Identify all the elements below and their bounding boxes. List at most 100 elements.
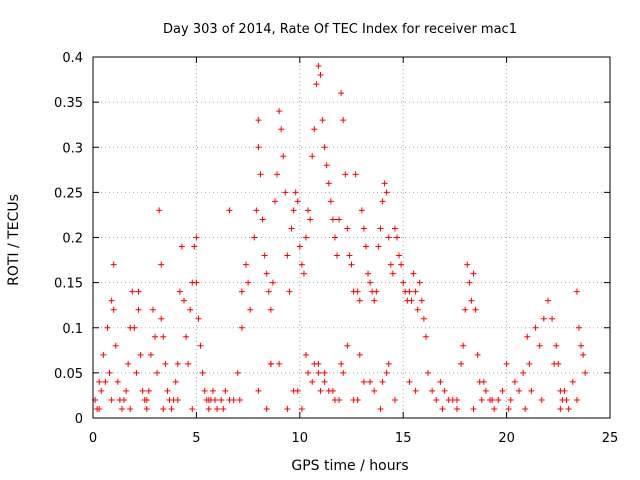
data-point xyxy=(297,244,303,250)
data-point xyxy=(336,216,342,222)
data-point xyxy=(107,370,113,376)
data-point xyxy=(328,198,334,204)
data-point xyxy=(264,271,270,277)
data-point xyxy=(299,262,305,268)
data-point xyxy=(237,397,243,403)
y-axis-label: ROTI / TECUs xyxy=(6,194,22,286)
data-point xyxy=(156,207,162,213)
data-point xyxy=(140,388,146,394)
data-point xyxy=(433,397,439,403)
data-point xyxy=(423,334,429,340)
data-point xyxy=(357,298,363,304)
data-point xyxy=(293,189,299,195)
data-point xyxy=(135,289,141,295)
data-point xyxy=(193,235,199,241)
data-point xyxy=(570,379,576,385)
data-point xyxy=(270,280,276,286)
data-point xyxy=(384,189,390,195)
data-point xyxy=(533,325,539,331)
data-point xyxy=(119,406,125,412)
data-point xyxy=(301,271,307,277)
x-axis-label: GPS time / hours xyxy=(291,458,408,474)
data-point xyxy=(195,316,201,322)
data-point xyxy=(574,289,580,295)
y-tick-label: 0.3 xyxy=(62,141,83,156)
data-point xyxy=(576,325,582,331)
data-point xyxy=(324,162,330,168)
data-point xyxy=(102,379,108,385)
data-point xyxy=(355,397,361,403)
data-point xyxy=(499,388,505,394)
data-point xyxy=(408,298,414,304)
data-point xyxy=(361,225,367,231)
data-point xyxy=(471,406,477,412)
data-point xyxy=(417,280,423,286)
data-point xyxy=(235,370,241,376)
data-point xyxy=(138,352,144,358)
data-point xyxy=(539,397,545,403)
data-point xyxy=(386,235,392,241)
data-point xyxy=(384,370,390,376)
data-point xyxy=(419,298,425,304)
data-point xyxy=(392,225,398,231)
data-point xyxy=(315,370,321,376)
x-tick-label: 5 xyxy=(192,431,200,446)
plot-frame xyxy=(93,57,610,418)
data-point xyxy=(185,361,191,367)
data-point xyxy=(541,316,547,322)
data-point xyxy=(380,379,386,385)
data-point xyxy=(460,343,466,349)
data-point xyxy=(483,388,489,394)
data-point xyxy=(299,406,305,412)
data-point xyxy=(512,379,518,385)
data-point xyxy=(377,406,383,412)
data-point xyxy=(322,379,328,385)
data-point xyxy=(317,388,323,394)
data-point xyxy=(411,271,417,277)
data-point xyxy=(386,361,392,367)
data-point xyxy=(528,388,534,394)
data-point xyxy=(437,379,443,385)
data-point xyxy=(115,379,121,385)
data-point xyxy=(274,171,280,177)
y-tick-label: 0.4 xyxy=(62,51,83,66)
data-point xyxy=(189,406,195,412)
data-point xyxy=(258,171,264,177)
data-point xyxy=(580,352,586,358)
data-point xyxy=(243,262,249,268)
x-tick-label: 15 xyxy=(395,431,412,446)
data-point xyxy=(214,406,220,412)
grid-layer xyxy=(93,57,610,418)
data-point xyxy=(284,406,290,412)
data-point xyxy=(164,388,170,394)
data-point xyxy=(245,280,251,286)
data-point xyxy=(322,144,328,150)
y-tick-label: 0.25 xyxy=(54,186,83,201)
y-tick-label: 0.35 xyxy=(54,96,83,111)
data-point xyxy=(367,379,373,385)
data-point xyxy=(309,153,315,159)
data-point xyxy=(276,361,282,367)
data-point xyxy=(398,262,404,268)
data-point xyxy=(111,307,117,313)
data-point xyxy=(454,397,460,403)
data-point xyxy=(555,361,561,367)
data-point xyxy=(268,307,274,313)
data-point xyxy=(349,262,355,268)
data-point xyxy=(396,253,402,259)
data-point xyxy=(413,289,419,295)
data-point xyxy=(121,397,127,403)
data-point xyxy=(491,406,497,412)
data-point xyxy=(392,397,398,403)
data-point xyxy=(109,397,115,403)
data-point xyxy=(357,352,363,358)
data-point xyxy=(220,406,226,412)
data-point xyxy=(406,379,412,385)
data-point xyxy=(400,280,406,286)
data-point xyxy=(516,388,522,394)
roti-scatter-chart: Day 303 of 2014, Rate Of TEC Index for r… xyxy=(0,0,640,480)
data-point xyxy=(371,298,377,304)
data-point xyxy=(578,343,584,349)
data-point xyxy=(253,207,259,213)
x-tick-label: 10 xyxy=(292,431,309,446)
